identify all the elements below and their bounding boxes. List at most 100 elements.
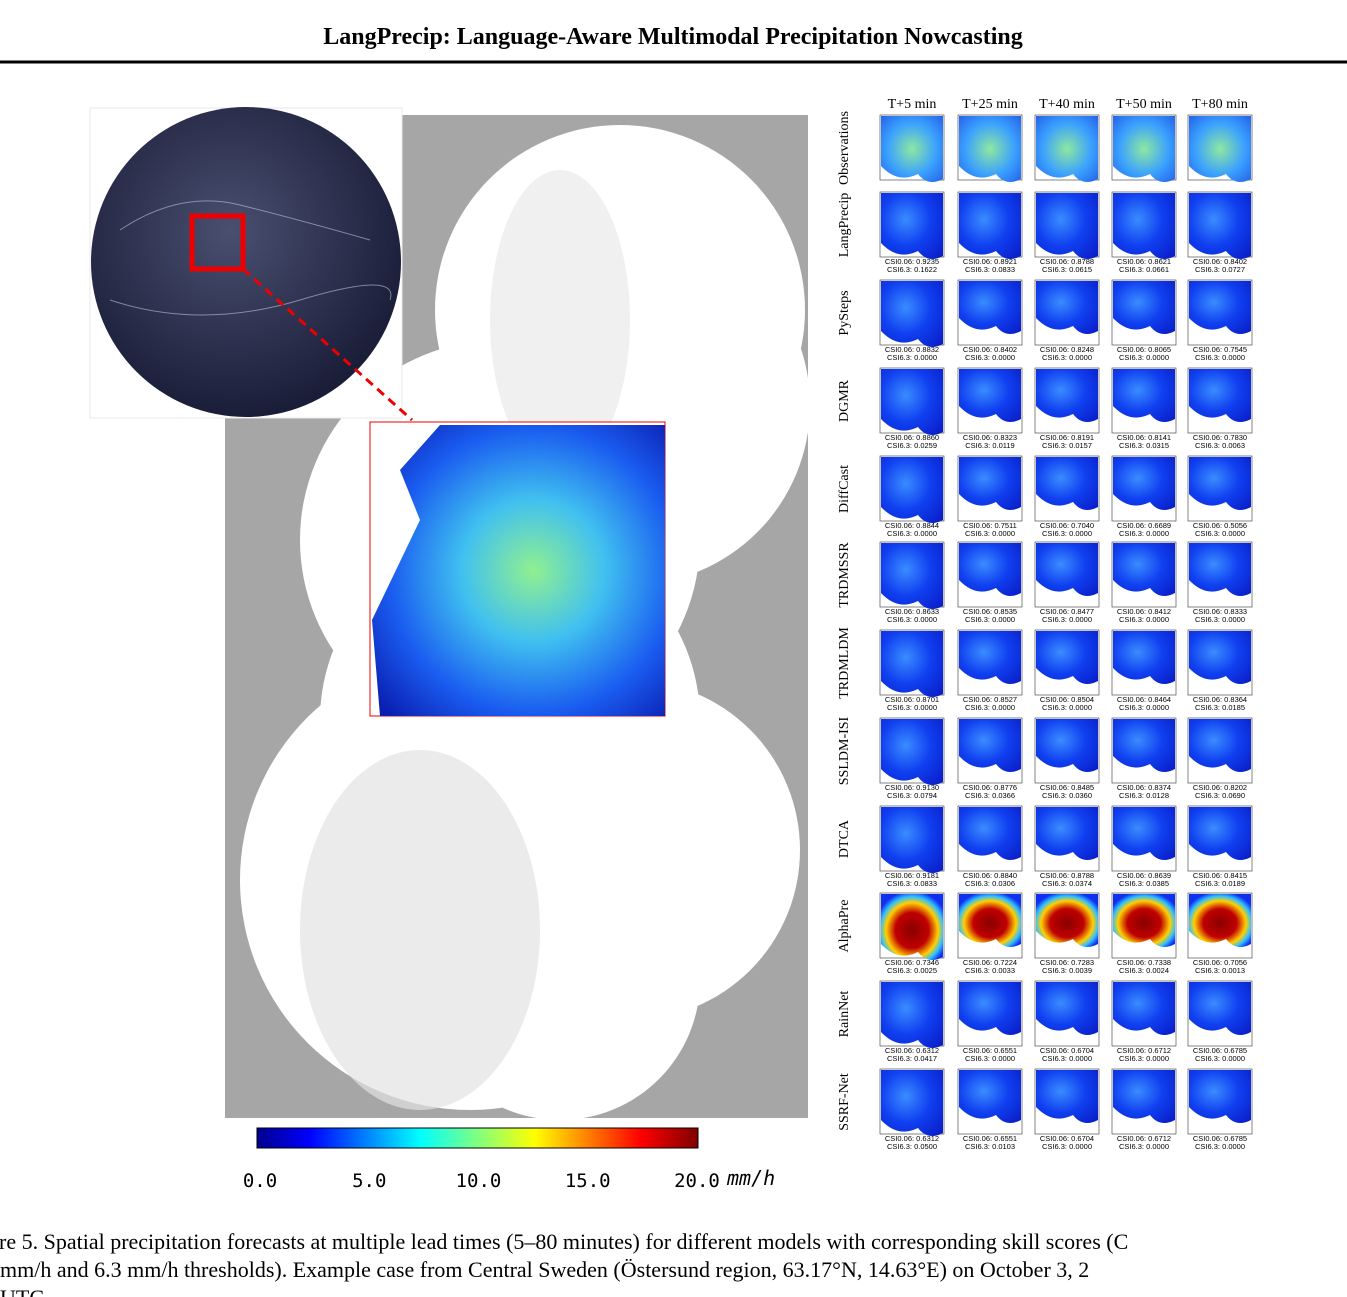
row-label: DTCA [837, 819, 852, 858]
column-header: T+50 min [1116, 97, 1172, 112]
precip-field [1189, 457, 1251, 511]
csi-score: CSI0.06: 0.7056 [1193, 958, 1247, 967]
precip-field [881, 543, 943, 610]
csi-score: CSI0.06: 0.6704 [1040, 1046, 1094, 1055]
precip-field [1036, 719, 1098, 773]
caption-line: mm/h and 6.3 mm/h thresholds). Example c… [0, 1257, 1089, 1282]
row-label: RainNet [837, 991, 852, 1038]
column-header: T+40 min [1039, 97, 1095, 112]
csi-score: CSI6.3: 0.0185 [1195, 703, 1245, 712]
csi-score: CSI0.06: 0.8921 [963, 257, 1017, 266]
csi-score: CSI0.06: 0.6712 [1117, 1134, 1171, 1143]
csi-score: CSI0.06: 0.8621 [1117, 257, 1171, 266]
precip-field [1189, 116, 1251, 183]
precip-field [1113, 457, 1175, 511]
csi-score: CSI0.06: 0.7224 [963, 958, 1017, 967]
precip-field [959, 631, 1021, 685]
precip-field [959, 369, 1021, 423]
row-label: DiffCast [837, 465, 852, 513]
precip-field [1036, 631, 1098, 685]
precip-field [959, 543, 1021, 597]
csi-score: CSI6.3: 0.0000 [1195, 1054, 1245, 1063]
csi-score: CSI6.3: 0.0000 [1042, 703, 1092, 712]
precip-field [1113, 116, 1175, 183]
precip-field [1189, 631, 1251, 685]
header-title: LangPrecip: Language-Aware Multimodal Pr… [323, 24, 1023, 50]
csi-score: CSI6.3: 0.0000 [965, 353, 1015, 362]
csi-score: CSI6.3: 0.0000 [1195, 1142, 1245, 1151]
csi-score: CSI0.06: 0.8402 [1193, 257, 1247, 266]
csi-score: CSI6.3: 0.0000 [887, 703, 937, 712]
precip-field [1113, 543, 1175, 597]
precip-field [1036, 807, 1098, 861]
precip-field [1036, 982, 1098, 1036]
csi-score: CSI6.3: 0.0000 [887, 353, 937, 362]
csi-score: CSI6.3: 0.0615 [1042, 265, 1092, 274]
csi-score: CSI6.3: 0.0000 [965, 703, 1015, 712]
row-label: DGMR [837, 379, 852, 422]
colorbar-tick-label: 10.0 [456, 1170, 502, 1192]
row-label: SSRF-Net [837, 1073, 852, 1131]
precip-field [959, 807, 1021, 861]
csi-score: CSI0.06: 0.9235 [885, 257, 939, 266]
csi-score: CSI6.3: 0.0366 [965, 791, 1015, 800]
precip-field [1036, 193, 1098, 260]
precip-field [881, 719, 943, 786]
csi-score: CSI6.3: 0.0033 [965, 966, 1015, 975]
precip-field [1036, 543, 1098, 597]
precip-field [1113, 193, 1175, 260]
csi-score: CSI0.06: 0.8832 [885, 345, 939, 354]
csi-score: CSI0.06: 0.8504 [1040, 695, 1094, 704]
csi-score: CSI0.06: 0.8776 [963, 783, 1017, 792]
csi-score: CSI0.06: 0.8840 [963, 871, 1017, 880]
precip-field [881, 807, 943, 874]
csi-score: CSI6.3: 0.0000 [1042, 1054, 1092, 1063]
csi-score: CSI0.06: 0.7040 [1040, 521, 1094, 530]
csi-score: CSI6.3: 0.0417 [887, 1054, 937, 1063]
csi-score: CSI0.06: 0.7283 [1040, 958, 1094, 967]
precip-field [1113, 982, 1175, 1036]
csi-score: CSI0.06: 0.6551 [963, 1134, 1017, 1143]
csi-score: CSI6.3: 0.0000 [887, 615, 937, 624]
csi-score: CSI0.06: 0.8788 [1040, 257, 1094, 266]
csi-score: CSI0.06: 0.6785 [1193, 1134, 1247, 1143]
csi-score: CSI0.06: 0.6551 [963, 1046, 1017, 1055]
precip-field [959, 193, 1021, 260]
precip-field [1189, 1070, 1251, 1124]
precip-field [1113, 369, 1175, 423]
csi-score: CSI6.3: 0.0103 [965, 1142, 1015, 1151]
precip-field [1036, 281, 1098, 335]
csi-score: CSI6.3: 0.0025 [887, 966, 937, 975]
csi-score: CSI0.06: 0.6312 [885, 1134, 939, 1143]
precip-field [881, 1070, 943, 1137]
csi-score: CSI0.06: 0.9130 [885, 783, 939, 792]
precip-field [1189, 807, 1251, 861]
csi-score: CSI0.06: 0.8633 [885, 607, 939, 616]
colorbar-tick-label: 0.0 [243, 1170, 277, 1192]
csi-score: CSI0.06: 0.7346 [885, 958, 939, 967]
colorbar [256, 1127, 699, 1149]
csi-score: CSI6.3: 0.0119 [965, 441, 1014, 450]
precip-field [881, 894, 943, 961]
precip-field [1189, 543, 1251, 597]
precip-field [1189, 369, 1251, 423]
precip-field [1113, 1070, 1175, 1124]
precip-field [1189, 193, 1251, 260]
precip-field [959, 719, 1021, 773]
csi-score: CSI0.06: 0.8374 [1117, 783, 1171, 792]
csi-score: CSI6.3: 0.1622 [887, 265, 937, 274]
csi-score: CSI0.06: 0.8639 [1117, 871, 1171, 880]
csi-score: CSI6.3: 0.0000 [1119, 353, 1169, 362]
csi-score: CSI6.3: 0.0385 [1119, 879, 1169, 888]
csi-score: CSI6.3: 0.0727 [1195, 265, 1245, 274]
row-label: TRDMLDM [837, 627, 852, 699]
precip-field [1189, 894, 1251, 948]
csi-score: CSI6.3: 0.0000 [1042, 529, 1092, 538]
csi-score: CSI0.06: 0.8701 [885, 695, 939, 704]
precip-field [959, 457, 1021, 511]
csi-score: CSI0.06: 0.6704 [1040, 1134, 1094, 1143]
csi-score: CSI6.3: 0.0690 [1195, 791, 1245, 800]
csi-score: CSI0.06: 0.8412 [1117, 607, 1171, 616]
csi-score: CSI6.3: 0.0000 [1119, 703, 1169, 712]
csi-score: CSI6.3: 0.0000 [1119, 529, 1169, 538]
